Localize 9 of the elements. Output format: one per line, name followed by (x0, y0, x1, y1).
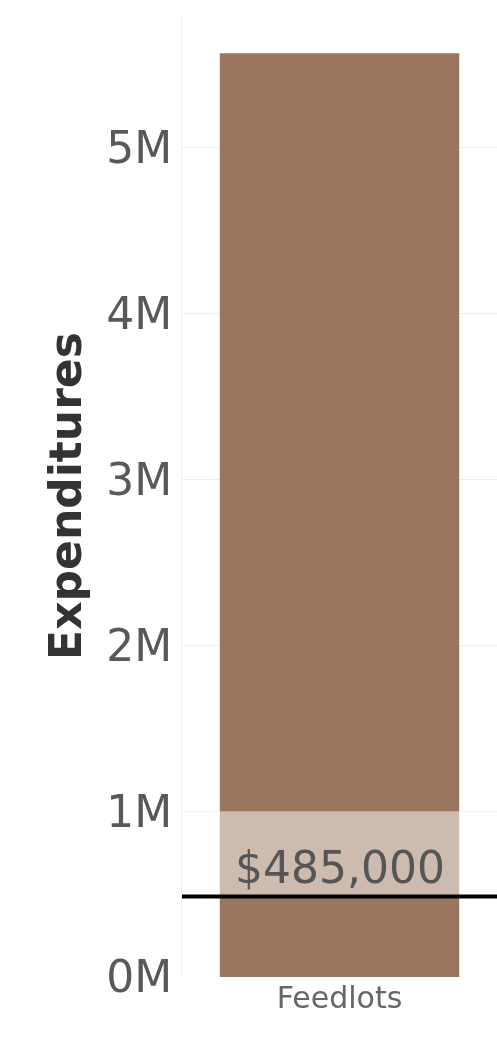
x-tick-label: Feedlots (276, 980, 403, 1015)
y-tick-label: 3M (106, 453, 173, 505)
y-axis-title: Expenditures (40, 332, 92, 660)
y-tick-label: 2M (106, 619, 173, 671)
y-tick-label: 4M (106, 287, 173, 339)
y-tick-label: 5M (106, 122, 173, 174)
y-tick-label: 0M (106, 951, 173, 1003)
ref-line-label: $485,000 (235, 842, 445, 893)
y-tick-label: 1M (106, 785, 173, 837)
